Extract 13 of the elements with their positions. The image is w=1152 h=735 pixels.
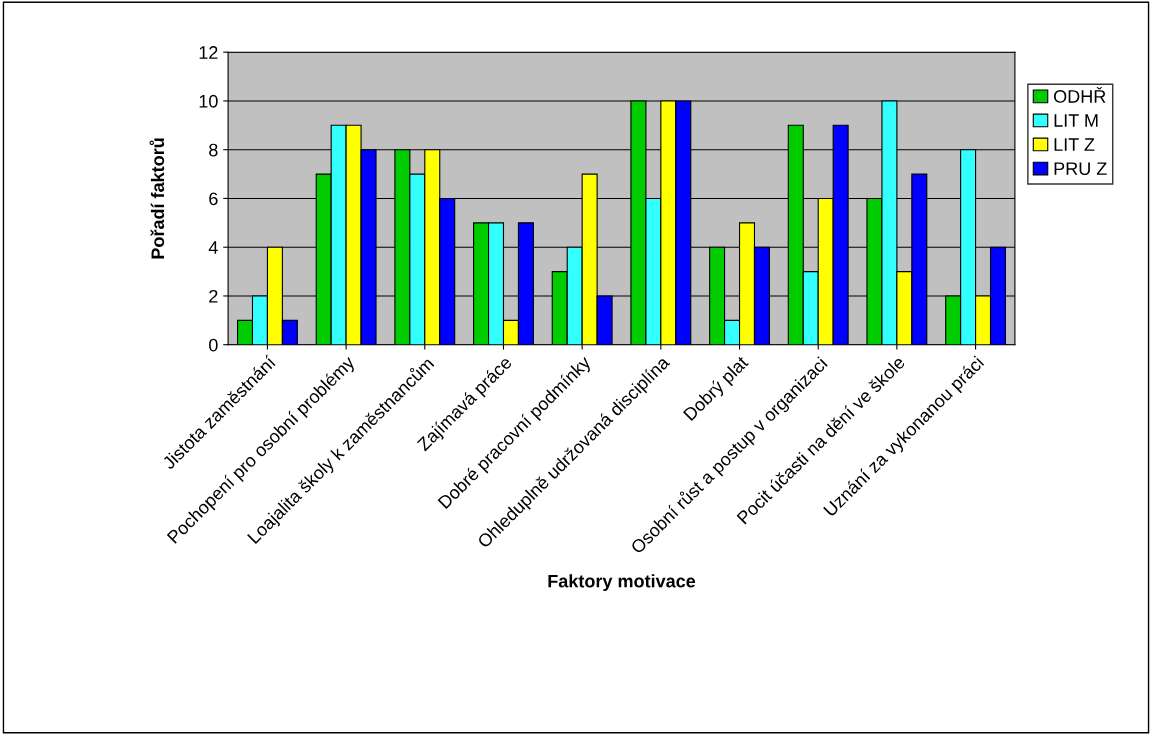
y-tick-label: 2: [209, 289, 218, 303]
legend-label: PRU Z: [1054, 162, 1107, 176]
y-tick-label: 6: [209, 192, 218, 206]
legend-label: ODHŘ: [1054, 86, 1106, 103]
x-axis-title: Faktory motivace: [548, 574, 696, 592]
y-tick-label: 12: [199, 46, 218, 59]
y-tick-label: 8: [209, 143, 218, 157]
legend-label: LIT Z: [1054, 138, 1095, 151]
y-tick-label: 0: [209, 338, 218, 352]
y-tick-label: 4: [208, 241, 218, 254]
y-tick-label: 10: [199, 94, 218, 108]
legend-label: LIT M: [1054, 114, 1098, 127]
y-axis-title: Pořadí faktorů: [149, 138, 165, 259]
